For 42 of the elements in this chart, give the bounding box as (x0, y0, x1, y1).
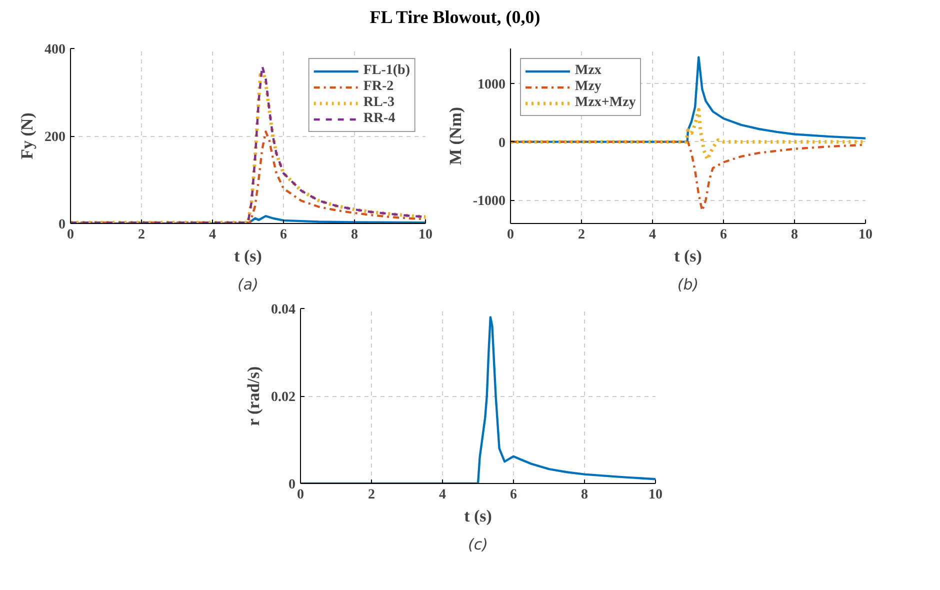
x-tick-label: 10 (648, 488, 662, 502)
y-axis-title: r (rad/s) (244, 366, 263, 426)
line-series (510, 108, 866, 162)
x-axis-title: t (s) (234, 246, 262, 266)
x-axis-title: t (s) (464, 506, 492, 526)
y-tick-label: 0.04 (271, 302, 296, 318)
legend-label: Mzx+Mzy (575, 95, 636, 111)
x-tick-label: 8 (791, 228, 798, 242)
y-tick-label: 200 (44, 130, 66, 145)
y-tick-label: 0 (288, 478, 296, 492)
legend-label: FL-1(b) (363, 63, 410, 79)
legend-label: Mzy (575, 79, 602, 95)
y-axis-title: M (Nm) (446, 106, 465, 166)
x-tick-label: 6 (720, 228, 727, 242)
x-tick-label: 8 (581, 488, 588, 502)
x-tick-label: 4 (649, 228, 656, 242)
x-axis-title: t (s) (674, 246, 702, 266)
legend-label: RR-4 (363, 111, 396, 127)
y-tick-label: 1000 (478, 78, 506, 92)
x-tick-label: 4 (209, 228, 216, 242)
chart-title: FL Tire Blowout, (0,0) (370, 6, 540, 29)
x-tick-label: 2 (138, 228, 145, 242)
x-tick-label: 6 (510, 488, 517, 502)
y-axis-title: Fy (N) (18, 112, 36, 160)
y-tick-label: 400 (44, 42, 66, 58)
x-tick-label: 10 (858, 228, 872, 242)
text: (a) (238, 276, 258, 294)
x-tick-label: 4 (439, 488, 446, 502)
x-tick-label: 2 (368, 488, 375, 502)
text: (b) (677, 276, 699, 294)
y-tick-label: 0 (58, 218, 66, 232)
x-tick-label: 6 (280, 228, 287, 242)
legend-label: Mzx (575, 63, 602, 79)
legend-label: FR-2 (363, 79, 394, 95)
text: (c) (468, 536, 488, 554)
x-tick-label: 8 (351, 228, 358, 242)
y-tick-label: 0.02 (271, 390, 296, 405)
y-tick-label: 0 (498, 136, 506, 151)
x-tick-label: 10 (418, 228, 432, 242)
y-tick-label: -1000 (472, 194, 506, 210)
x-tick-label: 2 (578, 228, 585, 242)
legend-label: RL-3 (363, 95, 394, 111)
